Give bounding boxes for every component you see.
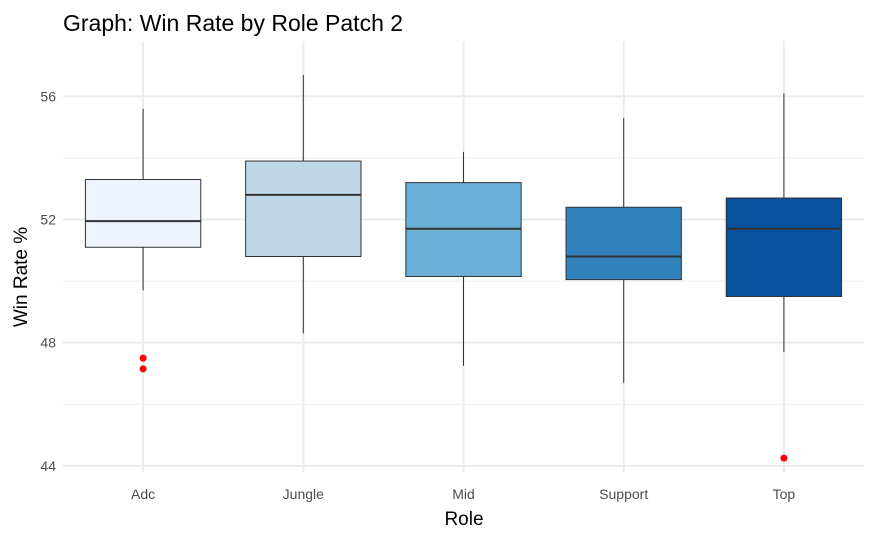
box-body xyxy=(565,206,682,281)
box-top xyxy=(725,93,843,462)
x-axis-ticks: Adc Jungle Mid Support Top xyxy=(131,486,795,502)
x-tick-label: Top xyxy=(773,486,796,502)
box-support xyxy=(565,117,682,383)
y-tick-label: 48 xyxy=(40,335,56,351)
box-body xyxy=(245,160,362,257)
x-tick-label: Adc xyxy=(131,486,155,502)
box-body xyxy=(725,197,843,298)
x-tick-label: Mid xyxy=(452,486,475,502)
boxplot-series xyxy=(84,74,843,462)
y-tick-label: 44 xyxy=(40,458,56,474)
x-tick-label: Jungle xyxy=(283,486,324,502)
plot-area xyxy=(63,41,864,472)
box-adc xyxy=(84,108,202,373)
outlier-point xyxy=(139,365,147,373)
box-mid xyxy=(405,151,522,366)
x-tick-label: Support xyxy=(599,486,648,502)
outlier-point xyxy=(780,454,788,462)
y-axis-ticks: 44 48 52 56 xyxy=(40,88,56,473)
x-axis-label: Role xyxy=(444,509,483,530)
y-axis-label: Win Rate % xyxy=(11,227,32,327)
y-tick-label: 52 xyxy=(40,212,56,228)
box-body xyxy=(84,179,202,248)
box-jungle xyxy=(245,74,362,334)
chart-title: Graph: Win Rate by Role Patch 2 xyxy=(63,10,403,36)
outlier-point xyxy=(139,354,147,362)
y-tick-label: 56 xyxy=(40,88,56,104)
